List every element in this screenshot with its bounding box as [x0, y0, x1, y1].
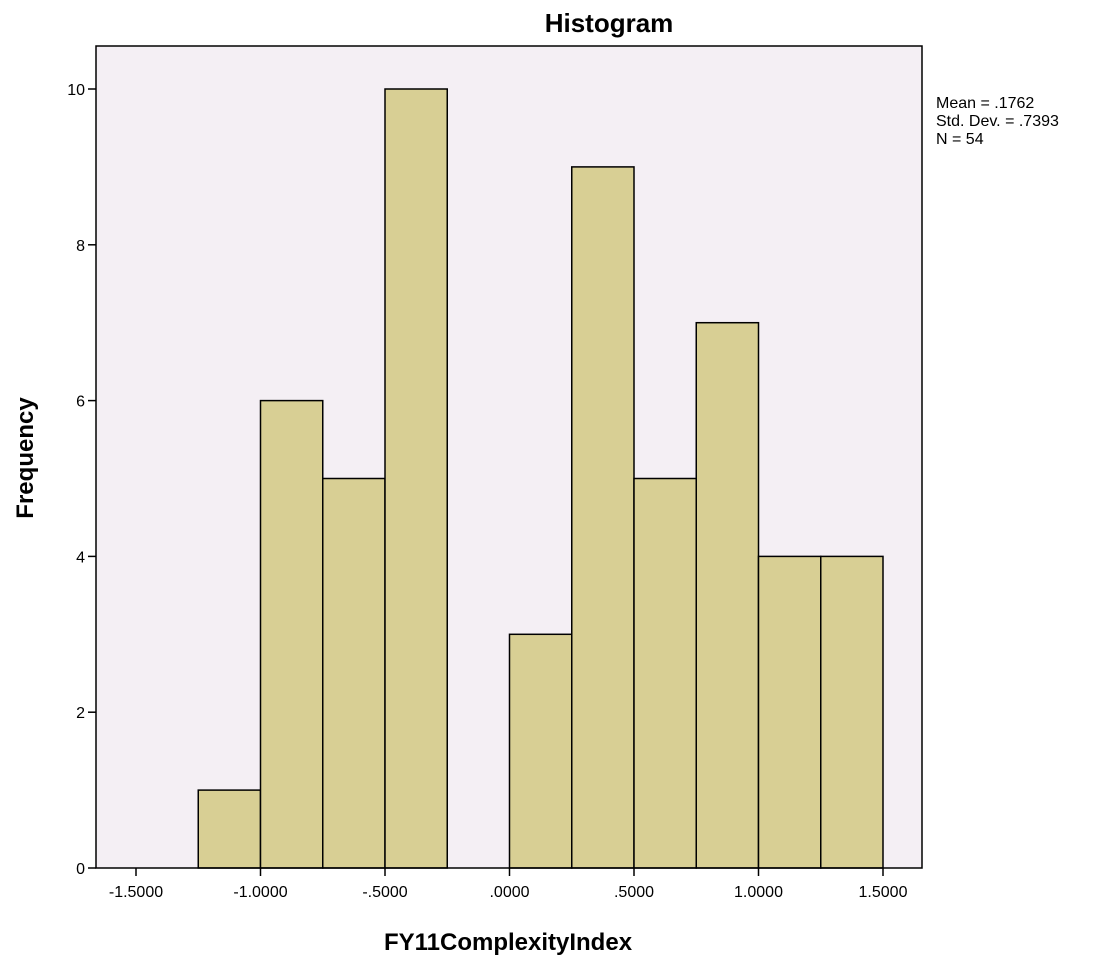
y-tick-label: 6 [76, 394, 85, 411]
histogram-bar [757, 555, 822, 869]
y-tick-label: 4 [76, 549, 85, 566]
x-tick-label: 1.0000 [734, 884, 783, 901]
histogram-bar [508, 633, 573, 869]
chart-title: Histogram [545, 8, 674, 38]
x-tick-label: -.5000 [362, 884, 407, 901]
histogram-bar [820, 555, 884, 869]
histogram-bar [322, 477, 386, 869]
stat-std-dev: Std. Dev. = .7393 [936, 113, 1059, 130]
bars-group [197, 88, 884, 869]
x-tick-label: .0000 [489, 884, 529, 901]
histogram-bar [633, 477, 697, 869]
y-tick-label: 8 [76, 238, 85, 255]
y-tick-label: 2 [76, 705, 85, 722]
stat-n: N = 54 [936, 131, 984, 148]
x-tick-label: -1.0000 [233, 884, 287, 901]
stats-box: Mean = .1762 Std. Dev. = .7393 N = 54 [936, 95, 1059, 148]
x-tick-label: 1.5000 [859, 884, 908, 901]
x-axis-label: FY11ComplexityIndex [384, 929, 633, 956]
histogram-bar [695, 321, 760, 869]
y-tick-label: 0 [76, 861, 85, 878]
x-tick-label: .5000 [614, 884, 654, 901]
histogram-bar [197, 789, 262, 869]
histogram-bar [571, 166, 635, 869]
histogram-bar [384, 88, 448, 869]
y-tick-label: 10 [67, 82, 85, 99]
ticks-group: -1.5000 -1.0000 -.5000 .0000 .5000 1.0000 1.50… [67, 82, 907, 901]
x-tick-label: -1.5000 [109, 884, 163, 901]
histogram-bar [259, 399, 324, 869]
stat-mean: Mean = .1762 [936, 95, 1034, 112]
y-axis-label: Frequency [12, 397, 39, 519]
